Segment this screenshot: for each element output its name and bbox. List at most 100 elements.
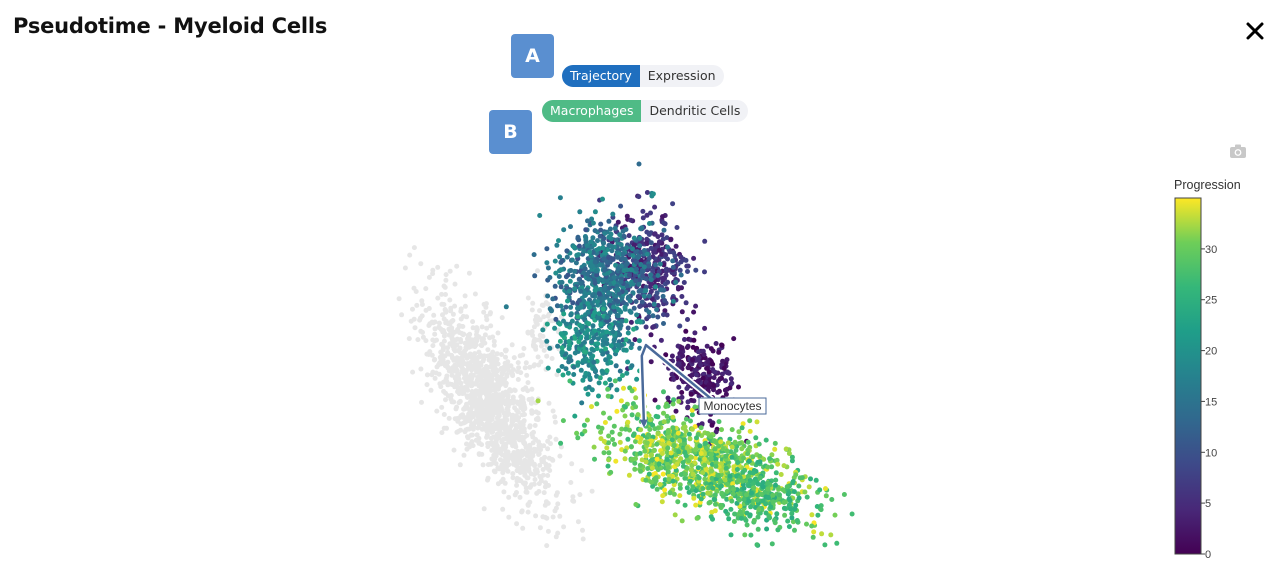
data-point [592,209,598,215]
unassigned-point [432,375,438,381]
data-point [595,238,600,244]
data-point [650,191,656,197]
unassigned-point [399,312,405,318]
unassigned-point [482,378,488,383]
data-point [615,287,621,293]
data-point [686,431,692,437]
unassigned-point [529,386,535,392]
macrophages-option[interactable]: Macrophages [542,100,642,122]
data-point [600,196,605,202]
data-point [596,380,602,386]
unassigned-point [541,314,547,320]
unassigned-point [541,490,547,496]
data-point [772,446,778,452]
data-point [646,255,652,261]
data-point [745,451,751,457]
unassigned-point [531,446,537,452]
unassigned-point [476,349,482,355]
colorbar-tick-label: 30 [1205,244,1217,256]
data-point [633,249,639,255]
data-point [606,218,612,224]
unassigned-point [511,355,517,361]
data-point [665,256,670,262]
data-point [733,447,739,453]
data-point [683,257,689,263]
data-point [709,422,715,428]
unassigned-point [535,410,541,416]
unassigned-point [503,354,508,360]
data-point [706,384,712,390]
unassigned-point [552,414,558,420]
unassigned-point [535,314,541,320]
unassigned-point [442,363,448,369]
unassigned-point [484,428,490,434]
data-point [684,386,690,391]
data-point [665,244,670,250]
data-point [644,190,650,195]
close-button[interactable] [1242,18,1268,44]
data-point [713,341,719,346]
data-point [698,496,704,502]
unassigned-point [463,427,469,433]
data-point [639,225,645,231]
data-point [700,486,706,491]
dendritic-cells-option[interactable]: Dendritic Cells [649,103,741,118]
data-point [690,471,696,477]
data-point [545,365,551,371]
data-point [575,435,581,441]
data-point [750,454,756,460]
unassigned-point [521,418,527,424]
data-point [665,279,671,285]
data-point [649,452,654,458]
data-point [655,431,661,437]
unassigned-point [481,506,487,512]
data-point [673,408,679,414]
data-point [638,249,644,255]
data-point [677,485,683,491]
data-point [696,349,701,355]
data-point [621,385,626,391]
scatter-points [396,161,855,549]
download-plot-button[interactable] [1229,143,1247,159]
data-point [589,346,595,352]
colorbar-tick-label: 5 [1205,498,1211,510]
data-point [647,427,653,432]
data-point [793,472,799,478]
unassigned-point [492,456,497,462]
data-point [661,419,667,425]
unassigned-point [443,277,449,283]
unassigned-point [456,400,462,406]
unassigned-point [531,324,537,330]
unassigned-point [523,360,529,366]
data-point [602,250,608,256]
marker-b: B [489,110,532,154]
data-point [780,487,786,493]
unassigned-point [514,399,520,405]
data-point [586,321,592,327]
data-point [783,446,789,452]
unassigned-point [575,519,581,525]
data-point [773,482,778,488]
trajectory-option[interactable]: Trajectory [562,65,640,87]
data-point [703,440,709,446]
data-point [616,307,622,313]
data-point [708,455,714,461]
unassigned-point [527,423,533,429]
data-point [627,427,632,433]
data-point [757,459,763,465]
data-point [568,268,574,273]
data-point [601,267,607,273]
unassigned-point [476,389,482,395]
data-point [581,299,587,304]
unassigned-point [451,347,457,353]
unassigned-point [493,368,499,374]
data-point [605,393,611,399]
data-point [769,541,775,547]
data-point [619,246,625,252]
unassigned-point [519,395,525,401]
expression-option[interactable]: Expression [647,68,716,83]
unassigned-point [531,363,537,369]
data-point [694,515,700,521]
unassigned-point [502,480,508,486]
data-point [648,272,654,278]
